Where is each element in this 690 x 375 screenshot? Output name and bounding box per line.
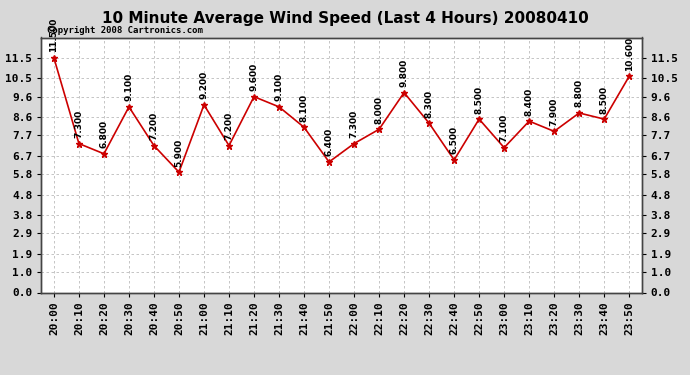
Text: 7.200: 7.200 [224,112,233,140]
Text: 9.200: 9.200 [199,71,208,99]
Text: 8.100: 8.100 [299,94,308,122]
Text: 8.800: 8.800 [575,79,584,107]
Text: 6.400: 6.400 [324,128,333,156]
Text: 6.800: 6.800 [99,120,108,148]
Text: 10.600: 10.600 [624,36,633,71]
Text: 9.800: 9.800 [400,59,408,87]
Text: 5.900: 5.900 [175,138,184,166]
Text: Copyright 2008 Cartronics.com: Copyright 2008 Cartronics.com [48,26,204,35]
Text: 7.300: 7.300 [350,110,359,138]
Text: 8.300: 8.300 [424,90,433,118]
Text: 7.300: 7.300 [75,110,83,138]
Text: 10 Minute Average Wind Speed (Last 4 Hours) 20080410: 10 Minute Average Wind Speed (Last 4 Hou… [101,11,589,26]
Text: 7.100: 7.100 [500,114,509,142]
Text: 9.100: 9.100 [124,73,133,101]
Text: 11.500: 11.500 [50,18,59,53]
Text: 8.000: 8.000 [375,96,384,124]
Text: 7.900: 7.900 [550,98,559,126]
Text: 7.200: 7.200 [150,112,159,140]
Text: 8.400: 8.400 [524,87,533,116]
Text: 8.500: 8.500 [600,86,609,114]
Text: 9.100: 9.100 [275,73,284,101]
Text: 6.500: 6.500 [450,126,459,154]
Text: 8.500: 8.500 [475,86,484,114]
Text: 9.600: 9.600 [250,63,259,91]
